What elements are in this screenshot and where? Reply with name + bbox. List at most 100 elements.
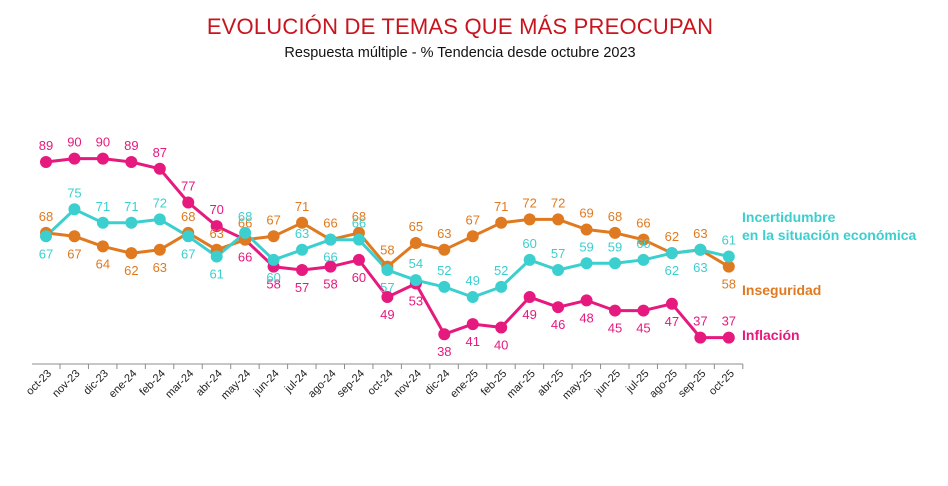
- data-point-incertidumbre: [552, 264, 565, 277]
- data-label-inseguridad: 66: [323, 216, 337, 231]
- data-point-incertidumbre: [324, 233, 337, 246]
- data-label-incertidumbre: 60: [636, 236, 650, 251]
- data-label-incertidumbre: 75: [67, 185, 81, 200]
- x-tick-label: may-25: [560, 368, 594, 402]
- data-label-inseguridad: 63: [693, 226, 707, 241]
- x-tick-label: oct-23: [24, 368, 54, 398]
- data-point-inseguridad: [296, 216, 309, 229]
- data-label-incertidumbre: 71: [124, 199, 138, 214]
- x-tick-label: ene-24: [107, 368, 140, 401]
- data-point-incertidumbre: [239, 226, 252, 239]
- data-point-inflacion: [352, 253, 365, 266]
- data-label-incertidumbre: 66: [352, 216, 366, 231]
- data-label-incertidumbre: 54: [409, 256, 423, 271]
- data-point-incertidumbre: [210, 250, 223, 263]
- data-point-inseguridad: [96, 240, 109, 253]
- data-label-incertidumbre: 67: [39, 246, 53, 261]
- data-label-inseguridad: 63: [209, 226, 223, 241]
- data-label-inflacion: 45: [636, 321, 650, 336]
- data-point-inflacion: [438, 328, 451, 341]
- data-point-inseguridad: [523, 213, 536, 226]
- data-label-incertidumbre: 66: [323, 250, 337, 265]
- data-label-incertidumbre: 57: [380, 280, 394, 295]
- chart-subtitle: Respuesta múltiple - % Tendencia desde o…: [284, 45, 636, 61]
- data-label-incertidumbre: 60: [266, 270, 280, 285]
- data-label-inflacion: 46: [551, 317, 565, 332]
- data-point-inseguridad: [552, 213, 565, 226]
- legend-incertidumbre-line-2: en la situación económica: [742, 227, 917, 243]
- x-tick-label: sep-25: [676, 368, 708, 400]
- data-label-inseguridad: 64: [96, 256, 110, 271]
- data-point-inseguridad: [580, 223, 593, 236]
- data-point-incertidumbre: [96, 216, 109, 229]
- data-point-incertidumbre: [296, 243, 309, 256]
- data-label-inseguridad: 69: [579, 206, 593, 221]
- data-point-incertidumbre: [182, 230, 195, 243]
- data-label-incertidumbre: 71: [96, 199, 110, 214]
- data-label-inseguridad: 68: [352, 209, 366, 224]
- data-label-inflacion: 40: [494, 337, 508, 352]
- data-point-incertidumbre: [438, 280, 451, 293]
- data-label-inseguridad: 63: [153, 260, 167, 275]
- legend-incertidumbre: Incertidumbre en la situación económica: [742, 208, 916, 244]
- data-point-inseguridad: [153, 243, 166, 256]
- data-label-inflacion: 38: [437, 344, 451, 359]
- data-point-incertidumbre: [694, 243, 707, 256]
- data-point-inflacion: [609, 304, 621, 317]
- data-label-inflacion: 90: [67, 135, 81, 150]
- data-point-incertidumbre: [523, 253, 536, 266]
- data-label-inseguridad: 66: [636, 216, 650, 231]
- data-label-inflacion: 57: [295, 280, 309, 295]
- data-point-inflacion: [96, 152, 109, 165]
- data-point-inflacion: [210, 220, 223, 233]
- data-point-inflacion: [125, 156, 138, 168]
- data-label-incertidumbre: 62: [665, 263, 679, 278]
- data-label-inflacion: 49: [380, 307, 394, 322]
- data-label-inseguridad: 58: [722, 277, 736, 292]
- data-point-incertidumbre: [267, 253, 280, 266]
- data-point-inseguridad: [637, 233, 650, 246]
- data-point-incertidumbre: [352, 233, 365, 246]
- data-label-incertidumbre: 68: [238, 209, 252, 224]
- x-tick-label: ago-24: [306, 368, 339, 401]
- data-point-inseguridad: [722, 260, 735, 273]
- x-tick-label: ene-25: [448, 368, 481, 401]
- data-point-inflacion: [324, 260, 337, 273]
- data-label-incertidumbre: 49: [466, 273, 480, 288]
- data-point-incertidumbre: [609, 257, 621, 270]
- data-point-incertidumbre: [409, 274, 422, 287]
- data-label-inflacion: 58: [323, 277, 337, 292]
- data-label-incertidumbre: 63: [295, 226, 309, 241]
- data-point-inflacion: [68, 152, 81, 165]
- data-point-inseguridad: [267, 230, 280, 243]
- data-point-inflacion: [580, 294, 593, 307]
- data-label-inflacion: 60: [352, 270, 366, 285]
- data-point-inseguridad: [466, 230, 479, 243]
- data-label-incertidumbre: 61: [722, 233, 736, 248]
- x-tick-label: mar-24: [163, 368, 196, 401]
- data-label-inflacion: 37: [722, 314, 736, 329]
- data-point-inflacion: [495, 321, 508, 334]
- data-label-inflacion: 41: [466, 334, 480, 349]
- data-label-inseguridad: 58: [380, 243, 394, 258]
- data-point-incertidumbre: [637, 253, 650, 266]
- data-point-inseguridad: [438, 243, 451, 256]
- data-label-inseguridad: 65: [409, 219, 423, 234]
- data-point-incertidumbre: [580, 257, 593, 270]
- data-point-incertidumbre: [722, 250, 735, 263]
- data-label-inflacion: 58: [266, 277, 280, 292]
- data-label-inseguridad: 68: [608, 209, 622, 224]
- data-point-incertidumbre: [68, 203, 81, 216]
- data-label-inseguridad: 71: [494, 199, 508, 214]
- data-point-inseguridad: [495, 216, 508, 229]
- data-label-inflacion: 53: [409, 294, 423, 309]
- x-tick-label: jun-25: [592, 368, 623, 399]
- legend-inseguridad: Inseguridad: [742, 282, 822, 298]
- data-label-inflacion: 90: [96, 135, 110, 150]
- data-point-inflacion: [722, 331, 735, 344]
- data-label-inflacion: 70: [209, 202, 223, 217]
- data-point-incertidumbre: [153, 213, 166, 226]
- data-label-incertidumbre: 52: [494, 263, 508, 278]
- data-label-inseguridad: 67: [67, 246, 81, 261]
